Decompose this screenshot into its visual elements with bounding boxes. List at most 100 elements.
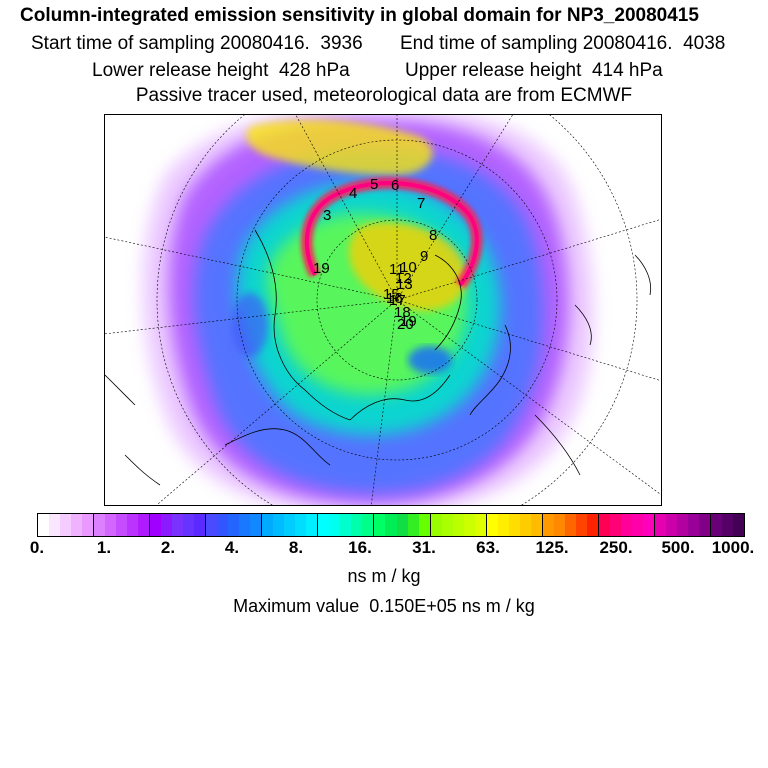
color-scale-cell xyxy=(49,514,61,536)
color-scale-cell xyxy=(138,514,150,536)
color-scale-cell xyxy=(687,514,699,536)
trajectory-label: 7 xyxy=(417,195,425,212)
sensitivity-field xyxy=(142,115,594,505)
color-scale-cell xyxy=(642,514,654,536)
color-scale-cell xyxy=(284,514,296,536)
color-scale-cell xyxy=(261,514,274,536)
color-scale-cell xyxy=(452,514,464,536)
color-scale-cell xyxy=(463,514,475,536)
color-scale-cell xyxy=(250,514,262,536)
color-scale-cell xyxy=(116,514,128,536)
trajectory-label: 8 xyxy=(429,227,437,244)
color-scale-tick: 2. xyxy=(160,538,176,557)
color-scale-cell xyxy=(609,514,621,536)
color-scale-cell xyxy=(586,514,598,536)
color-scale-cell xyxy=(306,514,318,536)
color-scale-tick: 125. xyxy=(535,538,569,557)
color-scale-cell xyxy=(71,514,83,536)
trajectory-label: 4 xyxy=(349,185,357,202)
color-scale-cell xyxy=(239,514,251,536)
color-scale-ticks: 0. 1. 2. 4. 8. 16. 31. 63. 125. 250. 500… xyxy=(0,538,768,560)
trajectory-label: 13 xyxy=(396,276,413,293)
trajectory-label: 15 xyxy=(383,286,400,303)
trajectory-label: 17 xyxy=(389,292,406,309)
emission-sensitivity-map: 3 4 5 6 7 8 9 10 11 12 13 15 16 17 18 19… xyxy=(104,114,662,506)
color-scale-cell xyxy=(485,514,498,536)
color-scale-cell xyxy=(38,514,50,536)
color-scale-cell xyxy=(709,514,722,536)
coastlines xyxy=(105,229,652,486)
color-scale-tick: 31. xyxy=(412,538,436,557)
color-scale-cell xyxy=(295,514,307,536)
color-scale-cell xyxy=(676,514,688,536)
color-scale-cell xyxy=(553,514,565,536)
color-scale-cell xyxy=(698,514,710,536)
color-scale-cell xyxy=(519,514,531,536)
trajectory-label: 19 xyxy=(400,313,417,330)
trajectory-label: 6 xyxy=(391,177,399,194)
color-scale-cell xyxy=(149,514,162,536)
color-scale-cell xyxy=(474,514,486,536)
color-scale-cell xyxy=(317,514,330,536)
maximum-value-text: Maximum value 0.150E+05 ns m / kg xyxy=(233,596,535,616)
color-scale-tick: 16. xyxy=(348,538,372,557)
color-scale-cell xyxy=(396,514,408,536)
color-scale-cell xyxy=(183,514,195,536)
trajectory-label-group: 3 4 5 6 7 8 9 10 11 12 13 15 16 17 18 19… xyxy=(313,176,437,333)
map-grid xyxy=(105,115,661,505)
color-scale-cell xyxy=(60,514,72,536)
color-scale-cell xyxy=(362,514,374,536)
trajectory-label: 18 xyxy=(394,304,411,321)
color-scale-cell xyxy=(385,514,397,536)
trajectory-label: 16 xyxy=(386,290,403,307)
color-scale-cell xyxy=(597,514,610,536)
color-scale-cell xyxy=(620,514,632,536)
trajectory-label: 5 xyxy=(370,176,378,193)
lower-release-text: Lower release height 428 hPa xyxy=(92,60,350,81)
color-scale-tick: 0. xyxy=(29,538,45,557)
trajectory-label: 9 xyxy=(420,248,428,265)
color-scale-cell xyxy=(564,514,576,536)
color-scale-cell xyxy=(373,514,386,536)
color-scale-cell xyxy=(340,514,352,536)
color-scale-cell xyxy=(273,514,285,536)
tracer-note-text: Passive tracer used, meteorological data… xyxy=(135,85,633,106)
color-scale-tick: 1000. xyxy=(711,538,755,557)
upper-release-text: Upper release height 414 hPa xyxy=(405,60,663,81)
color-scale-cell xyxy=(497,514,509,536)
start-sampling-text: Start time of sampling 20080416. 3936 xyxy=(31,33,363,54)
color-scale-tick: 4. xyxy=(224,538,240,557)
color-scale-cell xyxy=(530,514,542,536)
plot-title: Column-integrated emission sensitivity i… xyxy=(20,5,699,26)
color-scale-tick: 500. xyxy=(661,538,695,557)
color-scale-cell xyxy=(441,514,453,536)
color-scale-cell xyxy=(228,514,240,536)
color-scale-cell xyxy=(217,514,229,536)
color-scale-cell xyxy=(205,514,218,536)
color-scale-tick: 63. xyxy=(476,538,500,557)
color-scale-cell xyxy=(418,514,430,536)
color-scale-cell xyxy=(541,514,554,536)
color-scale-tick: 8. xyxy=(288,538,304,557)
color-scale-tick: 1. xyxy=(96,538,112,557)
color-scale-cell xyxy=(161,514,173,536)
color-scale-cell xyxy=(407,514,419,536)
color-scale-cell xyxy=(721,514,733,536)
color-scale-cell xyxy=(575,514,587,536)
map-svg: 3 4 5 6 7 8 9 10 11 12 13 15 16 17 18 19… xyxy=(105,115,661,505)
trajectory-label: 10 xyxy=(400,259,417,276)
trajectory-label: 3 xyxy=(323,207,331,224)
color-scale-bar xyxy=(37,513,745,537)
trajectory-label: 12 xyxy=(395,270,412,287)
color-scale-cell xyxy=(82,514,94,536)
color-scale-cell xyxy=(631,514,643,536)
trajectory-label: 19 xyxy=(313,260,330,277)
end-sampling-text: End time of sampling 20080416. 4038 xyxy=(400,33,726,54)
trajectory-label: 11 xyxy=(389,261,405,278)
color-scale-cell xyxy=(172,514,184,536)
color-scale-cell xyxy=(732,514,744,536)
color-scale-cell xyxy=(665,514,677,536)
color-scale-cell xyxy=(653,514,666,536)
color-scale-cell xyxy=(93,514,106,536)
color-scale-cell xyxy=(508,514,520,536)
